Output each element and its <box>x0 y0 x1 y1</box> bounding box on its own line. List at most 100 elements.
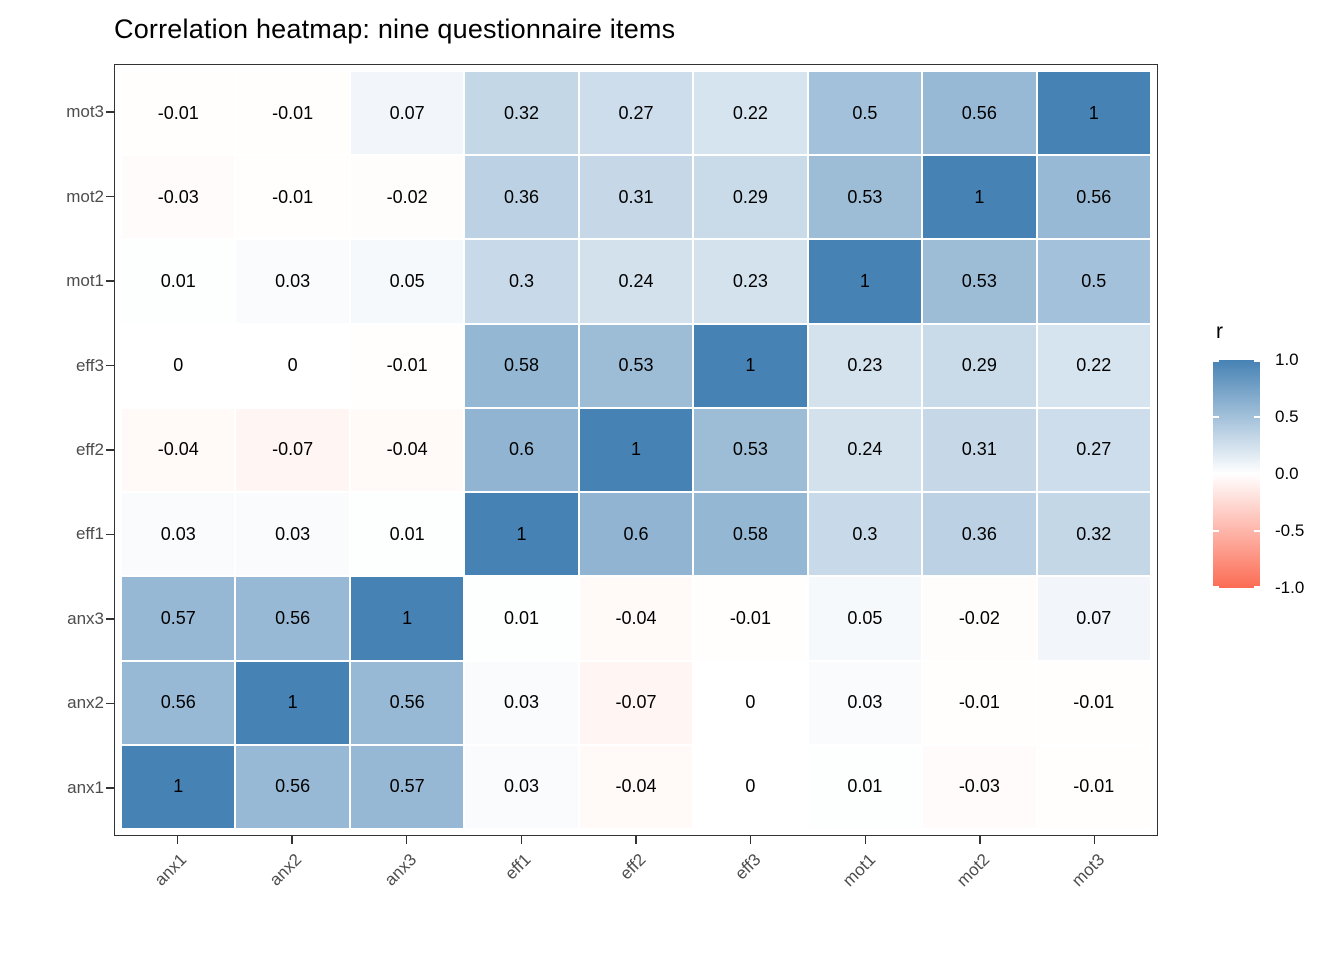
heatmap-cell: 1 <box>122 745 235 828</box>
cell-value-label: 0.5 <box>852 102 878 123</box>
cell-value-label: 1 <box>287 692 298 713</box>
heatmap-cell: -0.01 <box>694 577 807 660</box>
y-axis-label: mot1 <box>66 271 104 291</box>
cell-value-label: 0.07 <box>389 102 425 123</box>
heatmap-cell: 1 <box>1037 72 1150 155</box>
cell-value-label: -0.04 <box>615 776 657 797</box>
y-axis-label: anx1 <box>67 777 104 797</box>
cell-value-label: -0.07 <box>272 439 314 460</box>
legend-colorbar <box>1213 360 1260 588</box>
heatmap-cell: 0.56 <box>350 661 464 744</box>
heatmap-cell: 0.29 <box>923 324 1036 407</box>
heatmap-cell: 0.56 <box>236 745 349 828</box>
heatmap-cell: 0.32 <box>465 72 578 155</box>
heatmap-cell: 0 <box>236 324 349 407</box>
cell-value-label: 0.56 <box>1076 186 1112 207</box>
legend-tick-label: 0.0 <box>1275 464 1299 483</box>
heatmap-cell: 0.58 <box>465 324 578 407</box>
cell-value-label: -0.01 <box>1073 776 1115 797</box>
heatmap-cell: 0.32 <box>1037 493 1150 576</box>
heatmap-cell: 0.24 <box>579 240 693 323</box>
x-axis-tick <box>749 836 752 844</box>
cell-value-label: 0 <box>745 692 756 713</box>
cell-value-label: 1 <box>630 439 641 460</box>
cell-value-label: 0 <box>745 776 756 797</box>
heatmap-cell: 0.53 <box>808 156 922 239</box>
cell-value-label: 0.07 <box>1076 607 1112 628</box>
cell-value-label: 0.53 <box>847 186 883 207</box>
cell-value-label: 0.05 <box>389 271 425 292</box>
x-axis-label: eff1 <box>501 850 535 884</box>
heatmap-cell: 0.5 <box>808 72 922 155</box>
y-axis-label: anx2 <box>67 693 104 713</box>
cell-value-label: 0.32 <box>1076 523 1112 544</box>
heatmap-cell: 1 <box>350 577 464 660</box>
heatmap-cell: 0.03 <box>122 493 235 576</box>
x-axis-tick <box>635 836 637 844</box>
cell-value-label: 0.56 <box>961 102 997 123</box>
legend-tick-label: 1.0 <box>1275 350 1299 369</box>
heatmap-cell: -0.01 <box>923 661 1036 744</box>
heatmap-cell: 0.01 <box>350 493 464 576</box>
heatmap-cell: 0.07 <box>350 72 464 155</box>
heatmap-cell: 0.36 <box>923 493 1036 576</box>
cell-value-label: 1 <box>1088 102 1099 123</box>
heatmap-cell: -0.04 <box>122 408 235 492</box>
legend-tick-labels: 1.0 0.5 0.0 -0.5 -1.0 <box>1275 350 1344 597</box>
legend-tick-label: 0.5 <box>1275 407 1299 426</box>
cell-value-label: 0.01 <box>504 607 540 628</box>
cell-value-label: 0.31 <box>618 186 654 207</box>
x-axis-tick <box>176 836 179 844</box>
heatmap-cell: -0.03 <box>923 745 1036 828</box>
cell-value-label: 0.57 <box>389 776 425 797</box>
y-axis-tick <box>106 787 114 789</box>
heatmap-cell: 0.29 <box>694 156 807 239</box>
y-axis-tick <box>106 195 114 198</box>
cell-value-label: 0.5 <box>1081 271 1107 292</box>
heatmap-cell: 1 <box>808 240 922 323</box>
heatmap-cell: 0 <box>694 745 807 828</box>
heatmap-cell: 1 <box>923 156 1036 239</box>
heatmap-cell: 0.07 <box>1037 577 1150 660</box>
cell-value-label: -0.02 <box>958 607 1000 628</box>
cell-value-label: 0.03 <box>275 523 311 544</box>
heatmap-cell: 0.6 <box>465 408 578 492</box>
heatmap-cell: 1 <box>579 408 693 492</box>
heatmap-cell: -0.03 <box>122 156 235 239</box>
heatmap-cell: -0.01 <box>1037 745 1150 828</box>
y-axis-tick <box>106 111 114 113</box>
heatmap-cell: 0.56 <box>122 661 235 744</box>
legend-tick-label: -1.0 <box>1275 578 1305 597</box>
heatmap-grid: -0.01 -0.01 0.07 0.32 0.27 0.22 0.5 0.56 1 -0.03 -… <box>115 65 1157 835</box>
y-axis-tick <box>106 618 114 620</box>
heatmap-cell: 0.03 <box>465 745 578 828</box>
heatmap-cell: 0.56 <box>1037 156 1150 239</box>
cell-value-label: 0.22 <box>732 102 768 123</box>
cell-value-label: 0.57 <box>160 607 196 628</box>
heatmap-cell: 0.6 <box>579 493 693 576</box>
heatmap-cell: -0.04 <box>579 745 693 828</box>
cell-value-label: 0.53 <box>961 271 997 292</box>
cell-value-label: -0.02 <box>386 186 428 207</box>
cell-value-label: 0.36 <box>961 523 997 544</box>
heatmap-cell: 0.03 <box>236 240 349 323</box>
colorbar-tick <box>1213 416 1219 418</box>
heatmap-cell: 0.05 <box>808 577 922 660</box>
cell-value-label: -0.01 <box>386 355 428 376</box>
cell-value-label: 0.56 <box>160 692 196 713</box>
heatmap-cell: -0.01 <box>236 72 349 155</box>
heatmap-cell: 0 <box>122 324 235 407</box>
x-axis-tick <box>864 836 867 844</box>
cell-value-label: 0.01 <box>160 271 196 292</box>
heatmap-cell: 0 <box>694 661 807 744</box>
cell-value-label: 0.32 <box>504 102 540 123</box>
x-axis-label: anx2 <box>265 850 306 890</box>
y-axis-label: eff2 <box>75 439 104 459</box>
x-axis-label: anx1 <box>151 850 191 890</box>
heatmap-cell: 0.5 <box>1037 240 1150 323</box>
colorbar-tick <box>1254 530 1260 532</box>
x-axis-label: mot3 <box>1067 850 1109 891</box>
heatmap-cell: -0.01 <box>1037 661 1150 744</box>
cell-value-label: 1 <box>859 271 870 292</box>
